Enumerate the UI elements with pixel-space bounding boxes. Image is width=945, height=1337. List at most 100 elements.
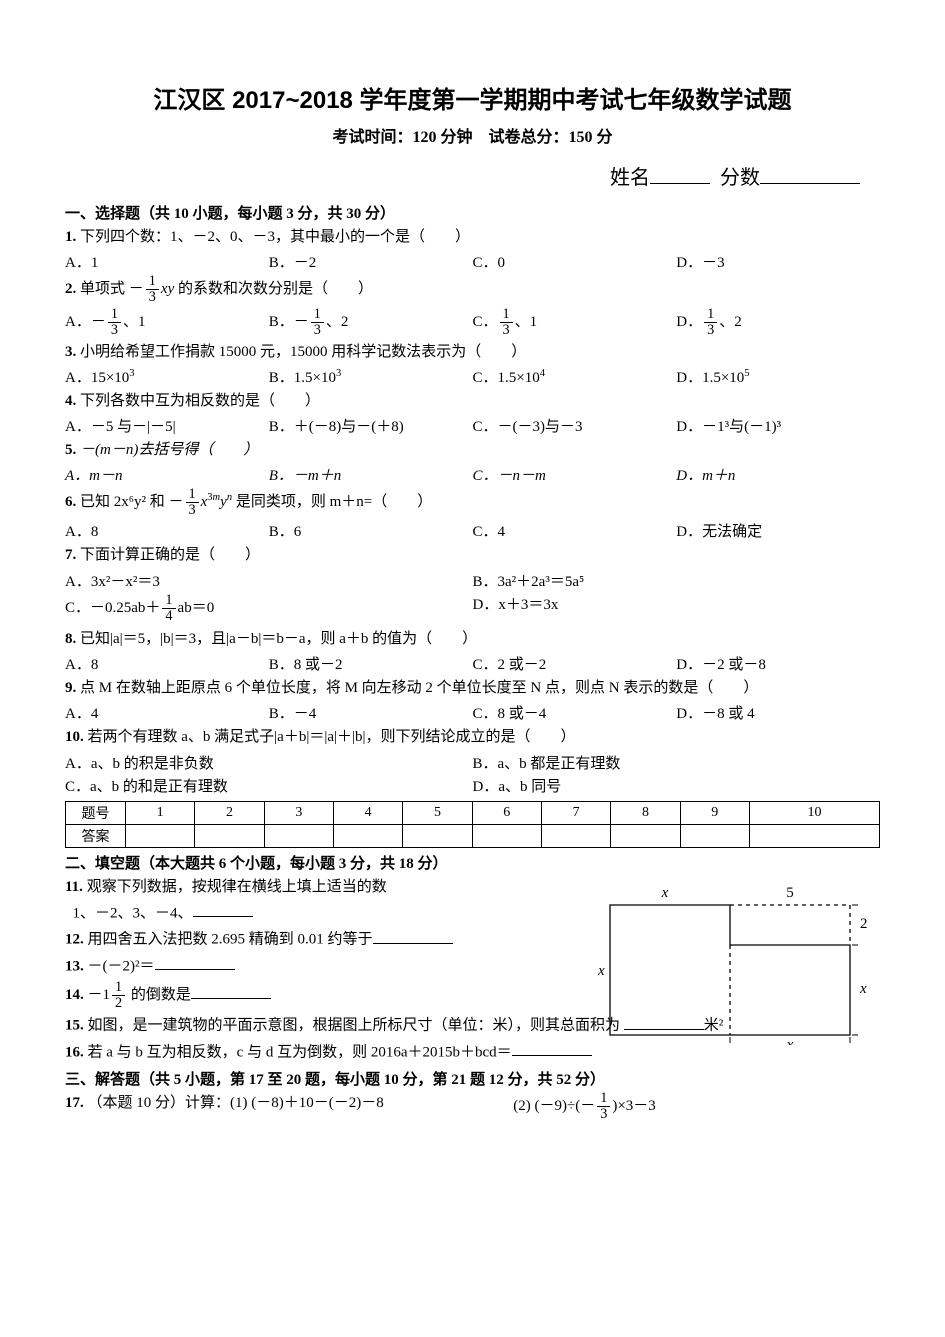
q2-A-post: 、1 <box>123 314 146 330</box>
ans-col-1: 1 <box>126 801 195 824</box>
q4-A: A．－5 与－|－5| <box>65 415 269 436</box>
q10-D: D．a、b 同号 <box>473 774 881 797</box>
q2-D-post: 、2 <box>719 314 742 330</box>
q2-mono: －13xy <box>129 281 174 297</box>
ans-cell-1[interactable] <box>126 824 195 847</box>
q10-text: 若两个有理数 a、b 满足式子|a＋b|＝|a|＋|b|，则下列结论成立的是（ … <box>88 729 576 745</box>
score-blank[interactable] <box>760 162 860 184</box>
exam-page: 江汉区 2017~2018 学年度第一学期期中考试七年级数学试题 考试时间：12… <box>0 0 945 1162</box>
q4-num: 4. <box>65 393 76 409</box>
q13-num: 13. <box>65 958 84 974</box>
q2-options: A．－13、1 B．－13、2 C．13、1 D．13、2 <box>65 307 880 338</box>
q17-pre: （本题 10 分）计算： <box>88 1095 231 1111</box>
q7-C-pre: C．－0.25ab＋ <box>65 600 160 616</box>
q3-C-e: 4 <box>540 368 545 379</box>
q10-C: C．a、b 的和是正有理数 <box>65 774 473 797</box>
ans-cell-3[interactable] <box>264 824 333 847</box>
q10-B: B．a、b 都是正有理数 <box>473 751 881 774</box>
q8-D: D．－2 或－8 <box>676 653 880 674</box>
q3-D: D．1.5×105 <box>676 366 880 387</box>
total-label: 试卷总分：150 分 <box>489 129 613 146</box>
ans-col-6: 6 <box>472 801 541 824</box>
q2-D: D．13、2 <box>676 307 880 338</box>
q7-C-post: ab＝0 <box>178 600 215 616</box>
q3-B-t: B．1.5×10 <box>269 370 336 386</box>
name-label: 姓名 <box>610 167 650 189</box>
q17-num: 17. <box>65 1095 84 1111</box>
q3-options: A．15×103 B．1.5×103 C．1.5×104 D．1.5×105 <box>65 366 880 387</box>
q10-A: A．a、b 的积是非负数 <box>65 751 473 774</box>
q2: 2. 单项式 －13xy 的系数和次数分别是（ ） <box>65 274 880 305</box>
ans-col-8: 8 <box>611 801 680 824</box>
q5-num: 5. <box>65 442 76 458</box>
q9-options: A．4 B．－4 C．8 或－4 D．－8 或 4 <box>65 702 880 723</box>
q11-blank[interactable] <box>193 901 253 918</box>
q11-text: 观察下列数据，按规律在横线上填上适当的数 <box>87 879 387 895</box>
q17-2-pre: (2) (－9)÷(－ <box>513 1098 595 1114</box>
q15-num: 15. <box>65 1018 84 1034</box>
ans-cell-7[interactable] <box>541 824 610 847</box>
q1-A: A．1 <box>65 251 269 272</box>
q16-blank[interactable] <box>512 1040 592 1057</box>
q6: 6. 已知 2x⁶y² 和 －13x3myn 是同类项，则 m＋n=（ ） <box>65 487 880 518</box>
q4-text: 下列各数中互为相反数的是（ ） <box>80 393 320 409</box>
lbl-x-bottom: x <box>786 1037 794 1045</box>
q8-C: C．2 或－2 <box>473 653 677 674</box>
q1-C: C．0 <box>473 251 677 272</box>
lbl-x-top: x <box>661 885 669 901</box>
name-blank[interactable] <box>650 162 710 184</box>
q2-C: C．13、1 <box>473 307 677 338</box>
q6-pre: 已知 2x⁶y² 和 <box>80 494 168 510</box>
ans-col-9: 9 <box>680 801 749 824</box>
section-1-head: 一、选择题（共 10 小题，每小题 3 分，共 30 分） <box>65 202 880 223</box>
q5-D: D．m＋n <box>676 464 880 485</box>
q6-post: 是同类项，则 m＋n=（ ） <box>236 494 432 510</box>
q2-D-pre: D． <box>676 314 702 330</box>
lbl-5: 5 <box>786 885 794 901</box>
q8-options: A．8 B．8 或－2 C．2 或－2 D．－2 或－8 <box>65 653 880 674</box>
answer-value-row: 答案 <box>66 824 880 847</box>
ans-cell-10[interactable] <box>749 824 879 847</box>
q4-C: C．－(－3)与－3 <box>473 415 677 436</box>
q1-num: 1. <box>65 229 76 245</box>
q17-2-post: )×3－3 <box>612 1098 655 1114</box>
ans-col-10: 10 <box>749 801 879 824</box>
fill-area: x 5 2 x x x 11. 观察下列数据，按规律在横线上填上适当的数 1、－… <box>65 875 880 1011</box>
ans-cell-9[interactable] <box>680 824 749 847</box>
q2-num: 2. <box>65 281 76 297</box>
q5-options: A．m－n B．－m＋n C．－n－m D．m＋n <box>65 464 880 485</box>
q7: 7. 下面计算正确的是（ ） <box>65 543 880 567</box>
q1-text: 下列四个数：1、－2、0、－3，其中最小的一个是（ ） <box>80 229 470 245</box>
q6-num: 6. <box>65 494 76 510</box>
q14-pre: －1 <box>88 987 111 1003</box>
ans-cell-6[interactable] <box>472 824 541 847</box>
q12-text: 用四舍五入法把数 2.695 精确到 0.01 约等于 <box>88 932 373 948</box>
q12-blank[interactable] <box>373 927 453 944</box>
q10-options: A．a、b 的积是非负数 B．a、b 都是正有理数 C．a、b 的和是正有理数 … <box>65 751 880 797</box>
q12-num: 12. <box>65 932 84 948</box>
q3-num: 3. <box>65 344 76 360</box>
ans-col-7: 7 <box>541 801 610 824</box>
q11-seq: 1、－2、3、－4、 <box>73 905 193 921</box>
q17: 17. （本题 10 分）计算：(1) (－8)＋10－(－2)－8 (2) (… <box>65 1091 880 1122</box>
ans-cell-8[interactable] <box>611 824 680 847</box>
score-label: 分数 <box>720 167 760 189</box>
q6-A: A．8 <box>65 520 269 541</box>
q2-B: B．－13、2 <box>269 307 473 338</box>
q9-text: 点 M 在数轴上距原点 6 个单位长度，将 M 向左移动 2 个单位长度至 N … <box>80 680 758 696</box>
q3-C: C．1.5×104 <box>473 366 677 387</box>
q3-C-t: C．1.5×10 <box>473 370 540 386</box>
q14-blank[interactable] <box>191 983 271 1000</box>
q5-A: A．m－n <box>65 464 269 485</box>
section-2-head: 二、填空题（本大题共 6 个小题，每小题 3 分，共 18 分） <box>65 852 880 873</box>
q2-C-post: 、1 <box>515 314 538 330</box>
q1-D: D．－3 <box>676 251 880 272</box>
ans-col-2: 2 <box>195 801 264 824</box>
ans-cell-4[interactable] <box>333 824 402 847</box>
ans-cell-5[interactable] <box>403 824 472 847</box>
ans-cell-2[interactable] <box>195 824 264 847</box>
q1: 1. 下列四个数：1、－2、0、－3，其中最小的一个是（ ） <box>65 225 880 249</box>
q9-A: A．4 <box>65 702 269 723</box>
answer-table: 题号 1 2 3 4 5 6 7 8 9 10 答案 <box>65 801 880 848</box>
q13-blank[interactable] <box>155 954 235 971</box>
